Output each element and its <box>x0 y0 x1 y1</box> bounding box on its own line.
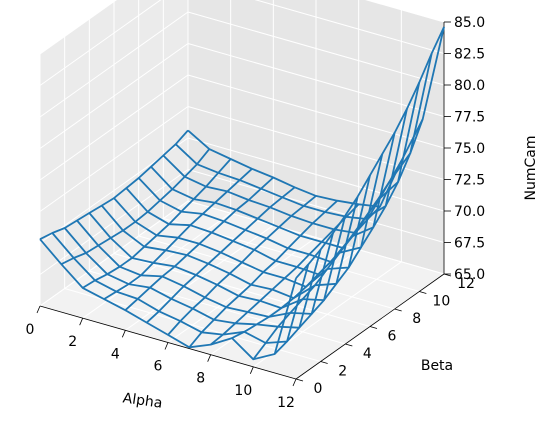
grid-line <box>39 106 189 212</box>
x-tick-label: 0 <box>26 322 35 338</box>
wire-col-line <box>39 129 189 241</box>
grid-line <box>39 43 189 149</box>
y-tick <box>419 291 427 294</box>
z-tick-label: 67.5 <box>454 236 485 252</box>
y-tick-label: 4 <box>363 346 372 362</box>
grid-line <box>39 74 189 181</box>
x-tick-label: 12 <box>277 395 295 411</box>
z-tick-label: 75.0 <box>454 141 485 157</box>
grid-line <box>187 137 445 212</box>
y-tick-label: 6 <box>388 329 397 345</box>
grid-line <box>187 169 445 243</box>
x-tick-label: 10 <box>234 383 252 399</box>
x-tick-label: 8 <box>196 371 205 387</box>
z-tick-label: 72.5 <box>454 173 485 189</box>
y-tick-label: 8 <box>412 311 421 327</box>
wire-col-line <box>103 168 253 300</box>
x-tick <box>292 378 297 387</box>
y-tick <box>394 308 402 312</box>
wire-col-line <box>252 160 403 360</box>
grid-line <box>89 270 346 345</box>
y-tick <box>320 361 328 364</box>
grid-line <box>39 0 117 55</box>
z-axis-title: NumCam <box>523 136 539 201</box>
grid-line <box>187 200 445 275</box>
axis-labels: Alpha Beta NumCam <box>122 136 539 412</box>
x-tick <box>207 354 212 362</box>
grid-line <box>254 0 445 54</box>
x-tick-label: 4 <box>111 346 120 362</box>
wire-col-line <box>82 158 232 289</box>
wire-col-line <box>295 26 445 279</box>
x-tick-label: 2 <box>68 334 77 350</box>
wire-col-line <box>124 176 274 311</box>
wire-col-line <box>146 186 296 324</box>
x-tick <box>249 366 254 374</box>
grid-line <box>365 0 445 23</box>
z-tick-label: 77.5 <box>454 110 485 126</box>
z-tick-label: 80.0 <box>454 78 485 94</box>
x-tick-label: 6 <box>154 359 163 375</box>
grid-line <box>39 0 162 86</box>
x-axis-title: Alpha <box>122 390 164 411</box>
grid-line <box>39 11 189 118</box>
y-tick <box>295 378 304 382</box>
x-tick <box>164 342 169 350</box>
wireframe-surface <box>39 26 445 361</box>
axis-lines: 02468101202468101265.067.570.072.575.077… <box>26 15 486 411</box>
wire-col-line <box>167 195 317 336</box>
y-tick <box>345 343 353 347</box>
grid-line <box>39 169 189 275</box>
z-tick-label: 82.5 <box>454 47 485 63</box>
grid-line <box>113 253 371 327</box>
x-tick <box>121 330 126 338</box>
x-tick <box>79 318 84 326</box>
z-tick-label: 85.0 <box>454 15 485 31</box>
y-tick-label: 12 <box>457 276 475 292</box>
z-tick-label: 70.0 <box>454 204 485 220</box>
grid-line <box>39 200 189 307</box>
y-tick-label: 0 <box>314 381 323 397</box>
z-tick-label: 65.0 <box>454 267 485 283</box>
wire-col-line <box>188 200 338 348</box>
grid-line <box>187 43 445 117</box>
grid-line <box>187 11 445 86</box>
x-tick <box>36 305 41 314</box>
wire-col-line <box>274 118 424 355</box>
y-tick-label: 2 <box>338 364 347 380</box>
y-tick <box>369 326 378 329</box>
wire-col-line <box>210 203 360 346</box>
wire-col-line <box>60 148 210 266</box>
y-axis-title: Beta <box>421 358 453 374</box>
y-tick-label: 10 <box>432 294 450 310</box>
